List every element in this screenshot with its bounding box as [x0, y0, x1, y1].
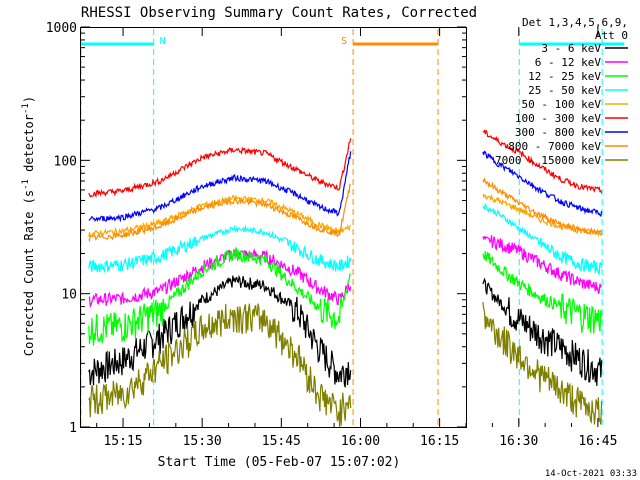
- series-line: [88, 177, 603, 243]
- x-axis: 15:15 15:30 15:45 16:00 16:15 16:30 16:45: [96, 27, 617, 449]
- footer-timestamp: 14-Oct-2021 03:33: [545, 469, 637, 479]
- legend-entry-label: 100 - 300 keV: [515, 112, 601, 125]
- y-axis: 1 10 100 1000: [46, 21, 466, 436]
- marker-label: N: [160, 36, 166, 47]
- x-axis-label: Start Time (05-Feb-07 15:07:02): [158, 455, 401, 470]
- x-tick-label: 16:30: [499, 434, 538, 449]
- legend-entry-label: 50 - 100 keV: [522, 98, 602, 111]
- series-line: [88, 129, 603, 198]
- legend-header: Det 1,3,4,5,6,9,: [522, 16, 628, 29]
- series-line: [88, 193, 603, 238]
- x-tick-label: 16:45: [578, 434, 617, 449]
- series-line: [88, 150, 603, 223]
- legend-entry-label: 3 - 6 keV: [541, 42, 601, 55]
- chart-title: RHESSI Observing Summary Count Rates, Co…: [81, 5, 477, 21]
- legend-entry-label: 25 - 50 keV: [528, 84, 601, 97]
- series-line: [88, 246, 603, 346]
- marker-label: S: [341, 36, 347, 47]
- series-line: [88, 274, 603, 388]
- legend-entry-label: 7000 - 15000 keV: [495, 154, 601, 167]
- legend-header: Att 0: [595, 29, 628, 42]
- legend-entry-label: 12 - 25 keV: [528, 70, 601, 83]
- series-line: [88, 203, 603, 277]
- x-tick-label: 15:15: [103, 434, 142, 449]
- y-tick-label: 10: [61, 288, 77, 303]
- series-group: [88, 129, 603, 428]
- series-line: [88, 235, 603, 309]
- y-tick-label: 1: [69, 421, 77, 436]
- y-tick-label: 100: [54, 154, 77, 169]
- x-tick-label: 15:45: [262, 434, 301, 449]
- legend-entry-label: 300 - 800 keV: [515, 126, 601, 139]
- series-line: [88, 301, 603, 428]
- x-tick-label: 16:00: [341, 434, 380, 449]
- legend-entry-label: 6 - 12 keV: [535, 56, 602, 69]
- legend-entry-label: 800 - 7000 keV: [508, 140, 601, 153]
- x-tick-label: 15:30: [183, 434, 222, 449]
- x-tick-label: 16:15: [420, 434, 459, 449]
- y-axis-label: Corrected Count Rate (s-1 detector-1): [21, 96, 36, 356]
- y-tick-label: 1000: [46, 21, 77, 36]
- plot-frame: [80, 27, 467, 428]
